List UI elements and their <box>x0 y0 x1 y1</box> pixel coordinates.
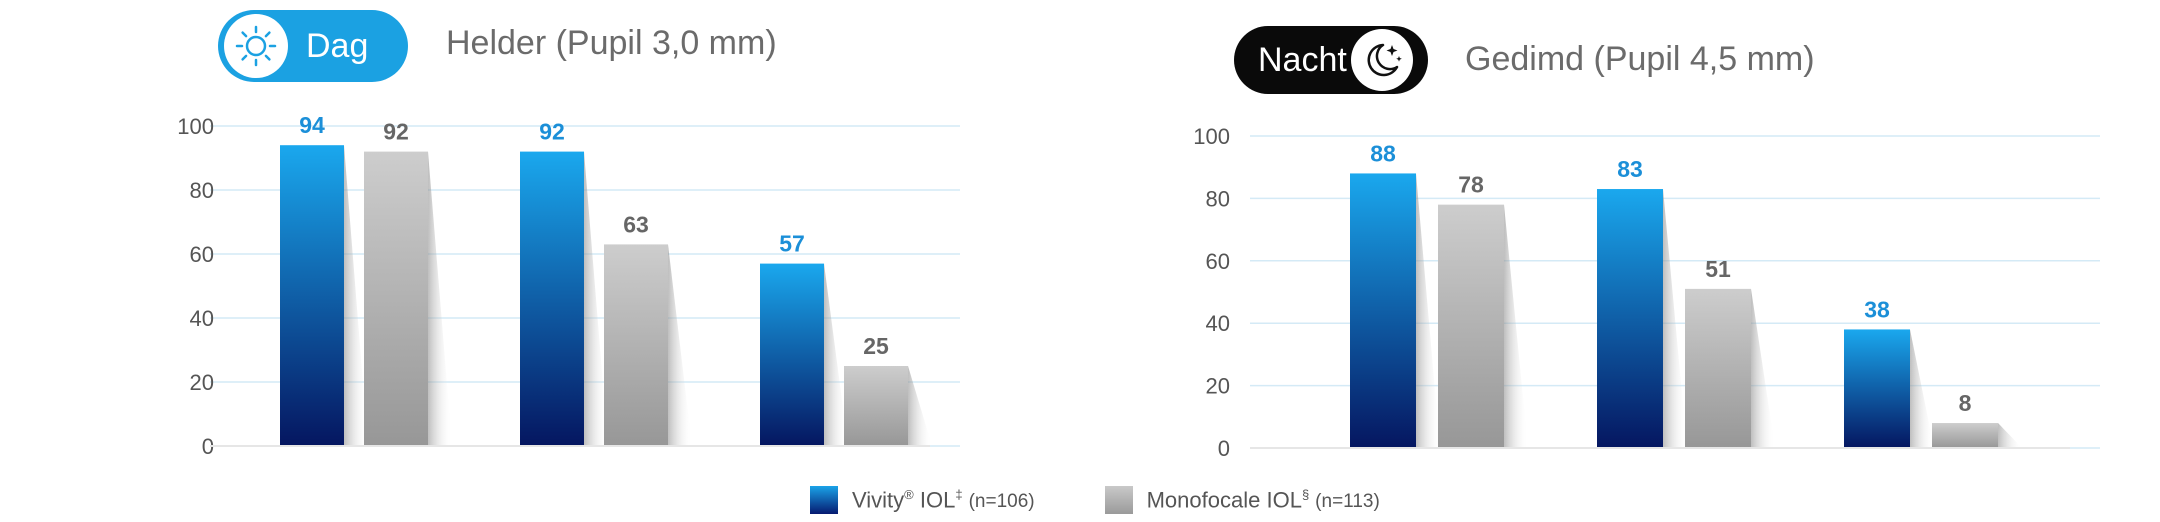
bar-chart-day: 0 20 40 60 80 100 94 92 57 92 63 25 <box>177 112 960 459</box>
bar-chart-night: 0 20 40 60 80 100 88 83 38 78 51 8 <box>1193 124 2100 461</box>
condition-title-day: Helder (Pupil 3,0 mm) <box>446 24 777 62</box>
legend-label-monofocal: Monofocale IOL§ (n=113) <box>1146 486 1380 513</box>
bar-monofocal <box>604 244 668 446</box>
y-tick-label: 40 <box>1206 311 1230 336</box>
bar-monofocal <box>1685 288 1751 448</box>
value-label-vivity: 83 <box>1617 156 1643 182</box>
legend: Vivity® IOL‡ (n=106) Monofocale IOL§ (n=11… <box>810 486 1450 514</box>
night-badge: Nacht <box>1234 26 1428 94</box>
value-label-monofocal: 51 <box>1705 256 1731 282</box>
bar-shadow <box>668 244 692 446</box>
bar-vivity <box>1350 173 1416 448</box>
moon-stars-icon <box>1350 29 1413 91</box>
sun-icon <box>224 14 288 78</box>
value-label-vivity: 57 <box>779 231 805 257</box>
bar-shadow <box>1504 204 1528 448</box>
y-tick-label: 80 <box>1206 186 1230 211</box>
day-badge: Dag <box>218 10 408 82</box>
y-tick-label: 60 <box>1206 249 1230 274</box>
value-label-vivity: 94 <box>299 112 325 138</box>
legend-item-vivity: Vivity® IOL‡ (n=106) <box>810 486 1035 514</box>
bar-monofocal <box>364 151 428 446</box>
value-label-monofocal: 92 <box>383 119 409 145</box>
legend-swatch-vivity <box>810 486 838 514</box>
value-label-monofocal: 63 <box>623 211 649 237</box>
y-tick-label: 0 <box>202 434 214 459</box>
legend-item-monofocal: Monofocale IOL§ (n=113) <box>1104 486 1380 514</box>
value-label-vivity: 88 <box>1370 140 1396 166</box>
chart-panel-night: Nacht Gedimd (Pupil 4,5 mm) 0 20 40 60 80 100… <box>1100 0 2160 480</box>
y-tick-label: 20 <box>1206 374 1230 399</box>
bar-monofocal <box>1932 423 1998 448</box>
bar-vivity <box>760 263 824 446</box>
badge-label-day: Dag <box>306 26 369 65</box>
value-label-monofocal: 78 <box>1458 172 1484 198</box>
y-tick-label: 100 <box>177 114 214 139</box>
value-label-monofocal: 8 <box>1959 390 1972 416</box>
condition-title-night: Gedimd (Pupil 4,5 mm) <box>1465 40 1815 78</box>
badge-label-night: Nacht <box>1258 40 1347 79</box>
value-label-vivity: 92 <box>539 119 565 145</box>
y-tick-label: 0 <box>1218 436 1230 461</box>
legend-label-vivity: Vivity® IOL‡ (n=106) <box>852 486 1035 513</box>
bar-shadow <box>1998 423 2022 448</box>
bar-shadow <box>824 263 848 446</box>
y-tick-label: 60 <box>190 242 214 267</box>
legend-swatch-monofocal <box>1104 486 1133 514</box>
bar-shadow <box>1663 189 1687 449</box>
bar-shadow <box>908 366 932 446</box>
bar-shadow <box>1751 288 1775 448</box>
bar-monofocal <box>1438 204 1504 448</box>
y-tick-label: 80 <box>190 178 214 203</box>
bar-vivity <box>1844 329 1910 448</box>
value-label-vivity: 38 <box>1864 296 1890 322</box>
value-label-monofocal: 25 <box>863 333 889 359</box>
bar-shadow <box>584 151 608 446</box>
chart-panel-day: Dag Helder (Pupil 3,0 mm) 0 20 40 60 80 100 94… <box>0 0 1000 480</box>
y-tick-label: 40 <box>190 306 214 331</box>
bar-monofocal <box>844 366 908 446</box>
bar-shadow <box>428 151 452 446</box>
bar-shadow <box>1910 329 1934 448</box>
bar-vivity <box>280 145 344 446</box>
y-tick-label: 100 <box>1193 124 1230 149</box>
bar-shadow <box>1416 173 1440 448</box>
y-tick-label: 20 <box>190 370 214 395</box>
bar-vivity <box>520 151 584 446</box>
bar-shadow <box>344 145 368 446</box>
bar-vivity <box>1597 189 1663 449</box>
